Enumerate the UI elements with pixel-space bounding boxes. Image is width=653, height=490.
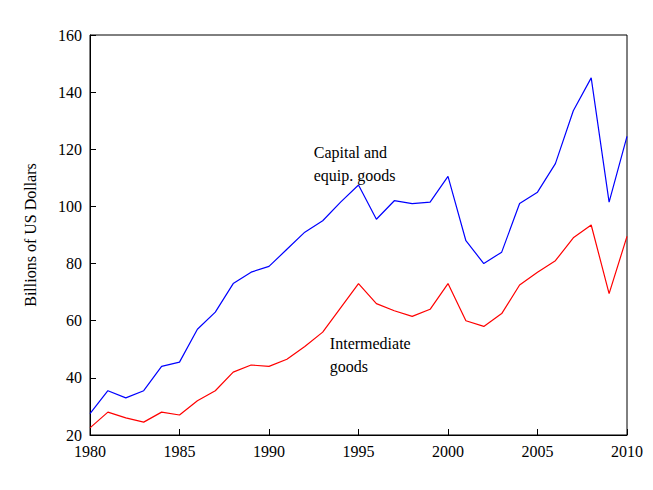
svg-text:1980: 1980 bbox=[74, 443, 106, 460]
svg-text:120: 120 bbox=[58, 141, 82, 158]
svg-text:2010: 2010 bbox=[611, 443, 643, 460]
svg-text:160: 160 bbox=[58, 27, 82, 44]
svg-text:20: 20 bbox=[66, 427, 82, 444]
svg-text:40: 40 bbox=[66, 369, 82, 386]
svg-text:140: 140 bbox=[58, 84, 82, 101]
svg-text:1995: 1995 bbox=[343, 443, 375, 460]
svg-text:2000: 2000 bbox=[432, 443, 464, 460]
svg-text:goods: goods bbox=[330, 358, 368, 376]
svg-text:2005: 2005 bbox=[522, 443, 554, 460]
svg-text:60: 60 bbox=[66, 312, 82, 329]
svg-text:80: 80 bbox=[66, 255, 82, 272]
svg-text:equip. goods: equip. goods bbox=[314, 167, 396, 185]
svg-text:Intermediate: Intermediate bbox=[330, 335, 411, 352]
svg-text:Billions of US Dollars: Billions of US Dollars bbox=[22, 163, 39, 307]
svg-text:100: 100 bbox=[58, 198, 82, 215]
svg-text:1985: 1985 bbox=[164, 443, 196, 460]
svg-text:1990: 1990 bbox=[253, 443, 285, 460]
svg-text:Capital and: Capital and bbox=[314, 144, 387, 162]
